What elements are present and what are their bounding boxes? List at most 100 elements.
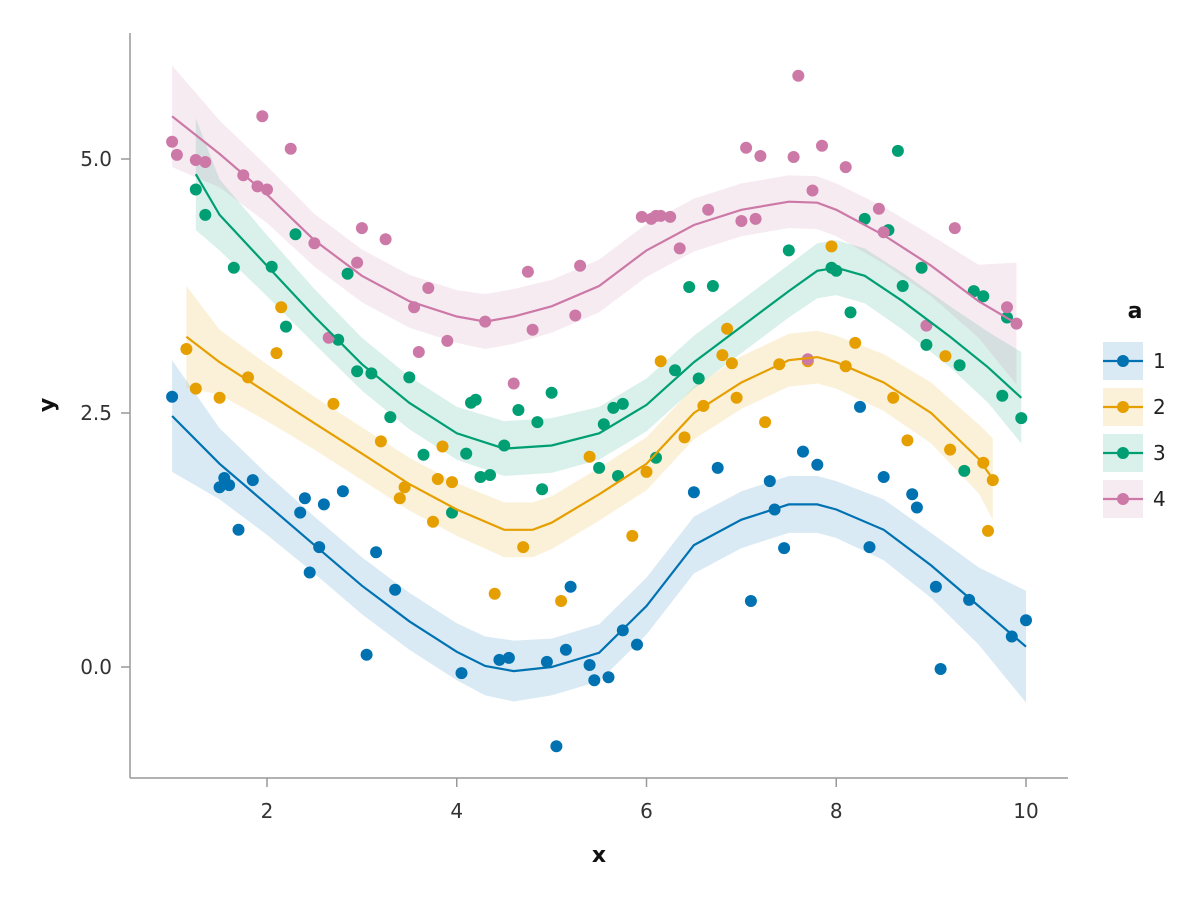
data-point-series-3 [460,447,473,460]
data-point-series-2 [583,450,596,463]
fit-line-series-3 [194,173,1023,450]
data-point-series-4 [749,212,762,225]
data-point-series-4 [735,215,748,227]
data-point-series-3 [417,448,430,461]
data-point-series-3 [858,212,871,225]
confidence-band-series-3 [195,118,1022,477]
data-point-series-1 [963,593,976,606]
data-point-series-2 [180,343,193,355]
data-point-series-4 [166,135,179,148]
data-point-series-1 [811,458,824,471]
x-tick-label: 4 [450,799,463,823]
data-point-series-2 [436,440,449,453]
data-point-series-3 [469,393,482,406]
data-point-series-2 [825,240,838,253]
data-point-series-3 [920,338,933,351]
data-point-series-2 [189,382,202,395]
data-point-series-2 [488,587,501,600]
data-point-series-3 [706,280,719,292]
fit-line-series-1 [171,415,1027,673]
data-point-series-2 [626,529,639,542]
data-point-series-3 [189,183,202,196]
data-point-series-4 [806,184,819,197]
legend-label-3: 3 [1153,441,1166,465]
data-point-series-4 [351,256,364,269]
data-point-series-3 [915,261,928,274]
data-point-series-1 [877,471,890,483]
data-point-series-1 [863,541,876,554]
data-point-series-4 [787,151,800,163]
data-point-series-1 [550,740,563,753]
data-point-series-3 [280,320,292,333]
data-point-series-4 [441,334,454,347]
data-point-series-3 [896,280,909,292]
data-point-series-1 [303,566,316,579]
x-tick-label: 6 [640,799,653,823]
data-point-series-3 [616,397,629,410]
data-point-series-4 [792,69,805,82]
data-point-series-2 [275,301,288,314]
y-tick-label: 5.0 [80,147,112,171]
data-point-series-4 [379,233,392,246]
data-point-series-1 [687,486,700,499]
data-point-series-3 [341,267,354,280]
data-point-series-2 [939,350,952,363]
data-point-series-3 [669,364,681,377]
data-point-series-2 [986,474,999,487]
fit-line-series-2 [185,335,994,531]
fit-line-series-4 [171,115,1018,325]
data-point-series-1 [540,655,553,668]
data-point-series-3 [384,411,397,424]
data-point-series-2 [393,492,406,505]
x-tick-label: 8 [830,799,843,823]
data-point-series-4 [673,242,686,255]
data-point-series-1 [313,541,326,554]
data-point-series-2 [887,391,900,404]
data-point-series-3 [844,306,857,319]
data-point-series-2 [759,416,772,429]
data-point-series-1 [213,481,226,494]
data-point-series-3 [545,386,558,399]
data-point-series-4 [521,265,534,278]
data-point-series-4 [654,209,667,222]
data-point-series-2 [678,431,691,444]
data-point-series-4 [189,154,202,166]
data-point-series-1 [588,674,601,687]
data-point-series-3 [474,471,487,483]
data-point-series-4 [256,110,269,123]
data-point-series-1 [906,488,919,501]
data-point-series-2 [242,371,254,384]
confidence-bands [172,65,1027,703]
data-point-series-3 [199,208,212,221]
legend-label-2: 2 [1153,395,1166,419]
data-point-series-2 [427,515,439,528]
y-tick-label: 0.0 [80,655,112,679]
legend-label-1: 1 [1153,349,1166,373]
data-point-series-1 [1005,630,1018,643]
fit-lines [171,115,1027,673]
data-point-series-4 [422,282,435,294]
data-point-series-3 [683,281,696,293]
data-point-series-3 [650,451,662,464]
data-point-series-1 [778,542,791,555]
data-point-series-1 [929,580,942,593]
data-point-series-4 [308,237,321,250]
data-point-series-1 [360,648,373,661]
data-point-series-2 [270,347,283,360]
data-point-series-4 [948,222,961,235]
data-point-series-3 [692,372,705,385]
data-point-series-1 [317,498,330,511]
data-point-series-2 [849,336,862,349]
data-point-series-2 [716,349,729,362]
data-point-series-1 [583,659,596,671]
data-point-series-1 [854,400,866,413]
data-point-series-1 [559,643,572,656]
data-point-series-4 [355,222,368,235]
x-tick-label: 10 [1013,799,1038,823]
data-point-series-1 [744,595,757,607]
data-point-series-3 [512,404,525,416]
data-point-series-3 [351,365,364,378]
confidence-band-series-4 [172,65,1017,385]
data-point-series-1 [232,523,245,536]
data-point-series-1 [455,667,468,680]
